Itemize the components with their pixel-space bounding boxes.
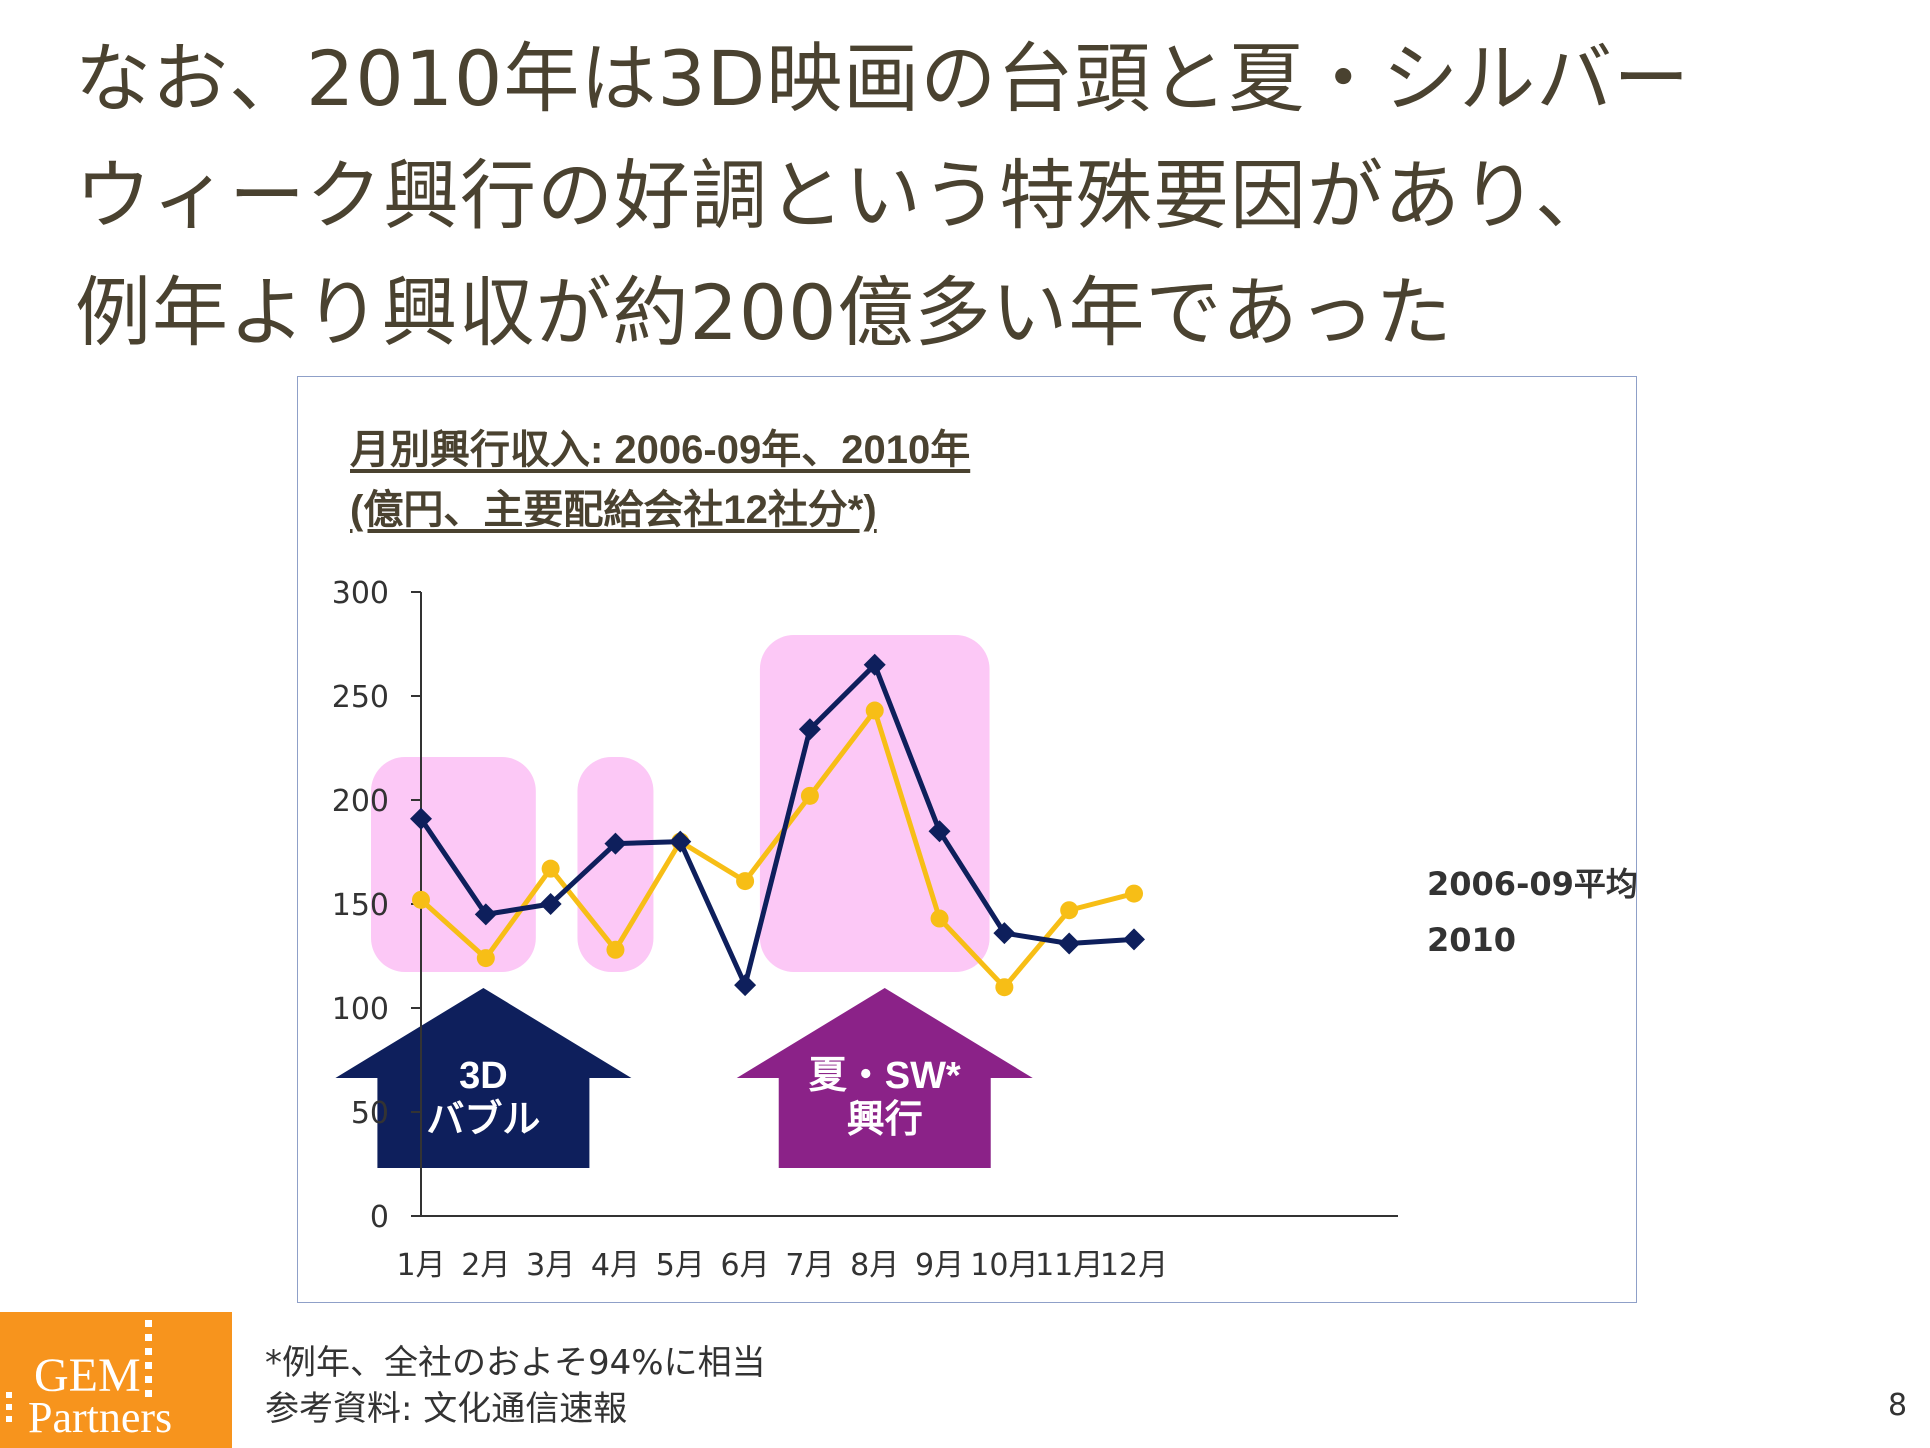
highlight-layer	[371, 635, 990, 972]
x-tick-label: 7月	[785, 1248, 834, 1283]
data-point	[928, 820, 951, 843]
series-line	[419, 708, 1135, 990]
data-point	[800, 786, 819, 805]
y-tick-label: 300	[332, 576, 389, 611]
gem-partners-logo: GEM Partners	[0, 1312, 232, 1448]
page-number: 8	[1888, 1388, 1908, 1423]
chart-title-line-1: 月別興行収入: 2006-09年、2010年	[350, 428, 971, 472]
logo-text-partners: Partners	[28, 1393, 173, 1442]
data-point	[930, 909, 949, 928]
x-tick-label: 6月	[721, 1248, 770, 1283]
highlight-box	[759, 635, 990, 972]
headline-line-2: ウィーク興行の好調という特殊要因があり、	[75, 151, 1612, 240]
annotation-label-line2: 興行	[847, 1097, 923, 1141]
data-point	[865, 701, 884, 720]
data-point	[1125, 884, 1143, 903]
data-point	[669, 830, 692, 853]
x-tick-label: 11月	[1035, 1248, 1103, 1283]
x-tick-label: 4月	[591, 1248, 640, 1283]
annotation-label-line1: 夏・SW*	[809, 1055, 961, 1097]
data-point	[798, 718, 821, 741]
data-point	[476, 949, 495, 968]
annotation-arrow	[335, 988, 632, 1168]
series-layer	[410, 653, 1145, 997]
legend-label: 2010	[1427, 921, 1516, 959]
data-point	[541, 859, 560, 878]
annotation-arrow	[736, 988, 1033, 1168]
logo-dots-decoration-left	[6, 1392, 14, 1428]
data-point	[734, 974, 757, 997]
data-point	[993, 922, 1016, 945]
annotation-label-line1: 3D	[459, 1055, 508, 1097]
headline-line-1: なお、2010年は3D映画の台頭と夏・シルバー	[75, 34, 1691, 123]
data-point	[412, 890, 430, 909]
footnote: *例年、全社のおよそ94%に相当 参考資料: 文化通信速報	[265, 1340, 766, 1432]
y-tick-label: 100	[332, 992, 389, 1027]
data-point	[474, 903, 497, 926]
annotation-label-line2: バブル	[426, 1097, 540, 1141]
x-tick-label: 12月	[1100, 1248, 1168, 1283]
slide-headline: なお、2010年は3D映画の台頭と夏・シルバー ウィーク興行の好調という特殊要因…	[75, 20, 1875, 371]
y-tick-label: 50	[351, 1096, 389, 1131]
x-tick-label: 5月	[656, 1248, 705, 1283]
x-tick-label: 10月	[970, 1248, 1038, 1283]
chart-title: 月別興行収入: 2006-09年、2010年 (億円、主要配給会社12社分*)	[350, 420, 970, 540]
data-point	[539, 893, 562, 915]
chart-title-line-2: (億円、主要配給会社12社分*)	[350, 488, 877, 532]
data-point	[606, 940, 625, 959]
data-point	[1058, 932, 1081, 955]
x-tick-label: 9月	[915, 1248, 964, 1283]
data-point	[736, 872, 755, 891]
footnote-line-1: *例年、全社のおよそ94%に相当	[265, 1343, 766, 1383]
y-tick-label: 250	[332, 680, 389, 715]
y-tick-label: 150	[332, 888, 389, 923]
data-point	[604, 832, 627, 855]
legend-label: 2006-09平均	[1427, 865, 1638, 903]
footnote-source: 参考資料: 文化通信速報	[265, 1389, 628, 1429]
series-line	[418, 662, 1135, 988]
highlight-box	[577, 757, 654, 972]
headline-line-3: 例年より興収が約200億多い年であった	[75, 268, 1453, 357]
data-point	[863, 653, 886, 676]
data-point	[1123, 928, 1145, 951]
data-point	[1060, 901, 1079, 920]
logo-text-gem: GEM	[34, 1349, 141, 1402]
legend: 2006-09平均 2010	[1427, 865, 1638, 959]
data-point	[410, 807, 432, 830]
x-tick-label: 2月	[461, 1248, 510, 1283]
x-tick-label: 8月	[850, 1248, 899, 1283]
x-tick-label: 1月	[396, 1248, 445, 1283]
x-tick-label: 3月	[526, 1248, 575, 1283]
logo-dots-decoration	[145, 1320, 155, 1404]
y-tick-label: 0	[370, 1200, 389, 1235]
y-tick-label: 200	[332, 784, 389, 819]
data-point	[995, 978, 1014, 997]
